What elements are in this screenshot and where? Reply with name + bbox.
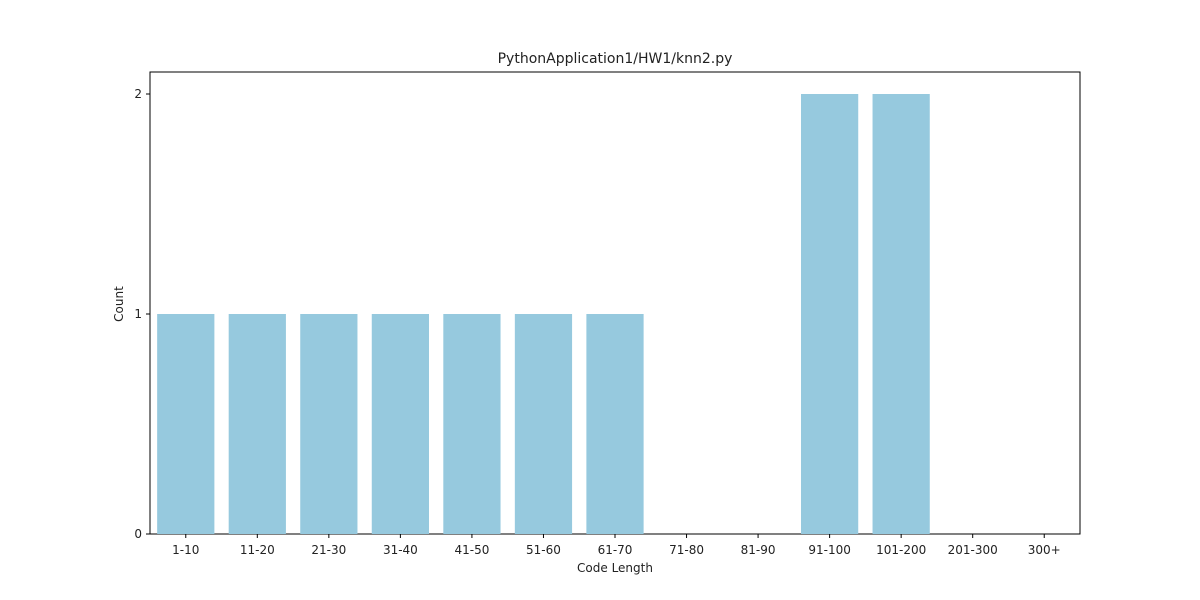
x-axis-label: Code Length [577, 561, 653, 575]
bar-51-60 [514, 314, 573, 534]
x-tick-label: 31-40 [383, 543, 418, 557]
bar-1-10 [157, 314, 215, 534]
x-tick-label: 1-10 [172, 543, 199, 557]
bar-21-30 [300, 314, 358, 534]
x-axis-ticks: 1-10 11-20 21-30 31-40 41-50 51-60 61-70 71-80 8… [172, 534, 1061, 557]
bar-61-70 [586, 314, 644, 534]
y-tick-label: 2 [134, 87, 142, 101]
chart-title: PythonApplication1/HW1/knn2.py [498, 51, 733, 67]
bar-41-50 [443, 314, 501, 534]
bars-layer [157, 94, 930, 534]
x-tick-label: 71-80 [669, 543, 704, 557]
x-tick-label: 91-100 [808, 543, 851, 557]
y-tick-label: 1 [134, 307, 142, 321]
x-tick-label: 41-50 [454, 543, 489, 557]
x-tick-label: 81-90 [741, 543, 776, 557]
bar-31-40 [371, 314, 429, 534]
x-tick-label: 101-200 [876, 543, 926, 557]
y-axis-ticks: 0 1 2 [134, 87, 150, 541]
x-tick-label: 201-300 [948, 543, 998, 557]
x-tick-label: 21-30 [311, 543, 346, 557]
y-tick-label: 0 [134, 527, 142, 541]
bar-101-200 [872, 94, 930, 534]
x-tick-label: 51-60 [526, 543, 561, 557]
x-tick-label: 11-20 [240, 543, 275, 557]
x-tick-label: 300+ [1028, 543, 1061, 557]
y-axis-label: Count [112, 286, 126, 322]
bar-11-20 [228, 314, 286, 534]
x-tick-label: 61-70 [598, 543, 633, 557]
bar-91-100 [801, 94, 859, 534]
